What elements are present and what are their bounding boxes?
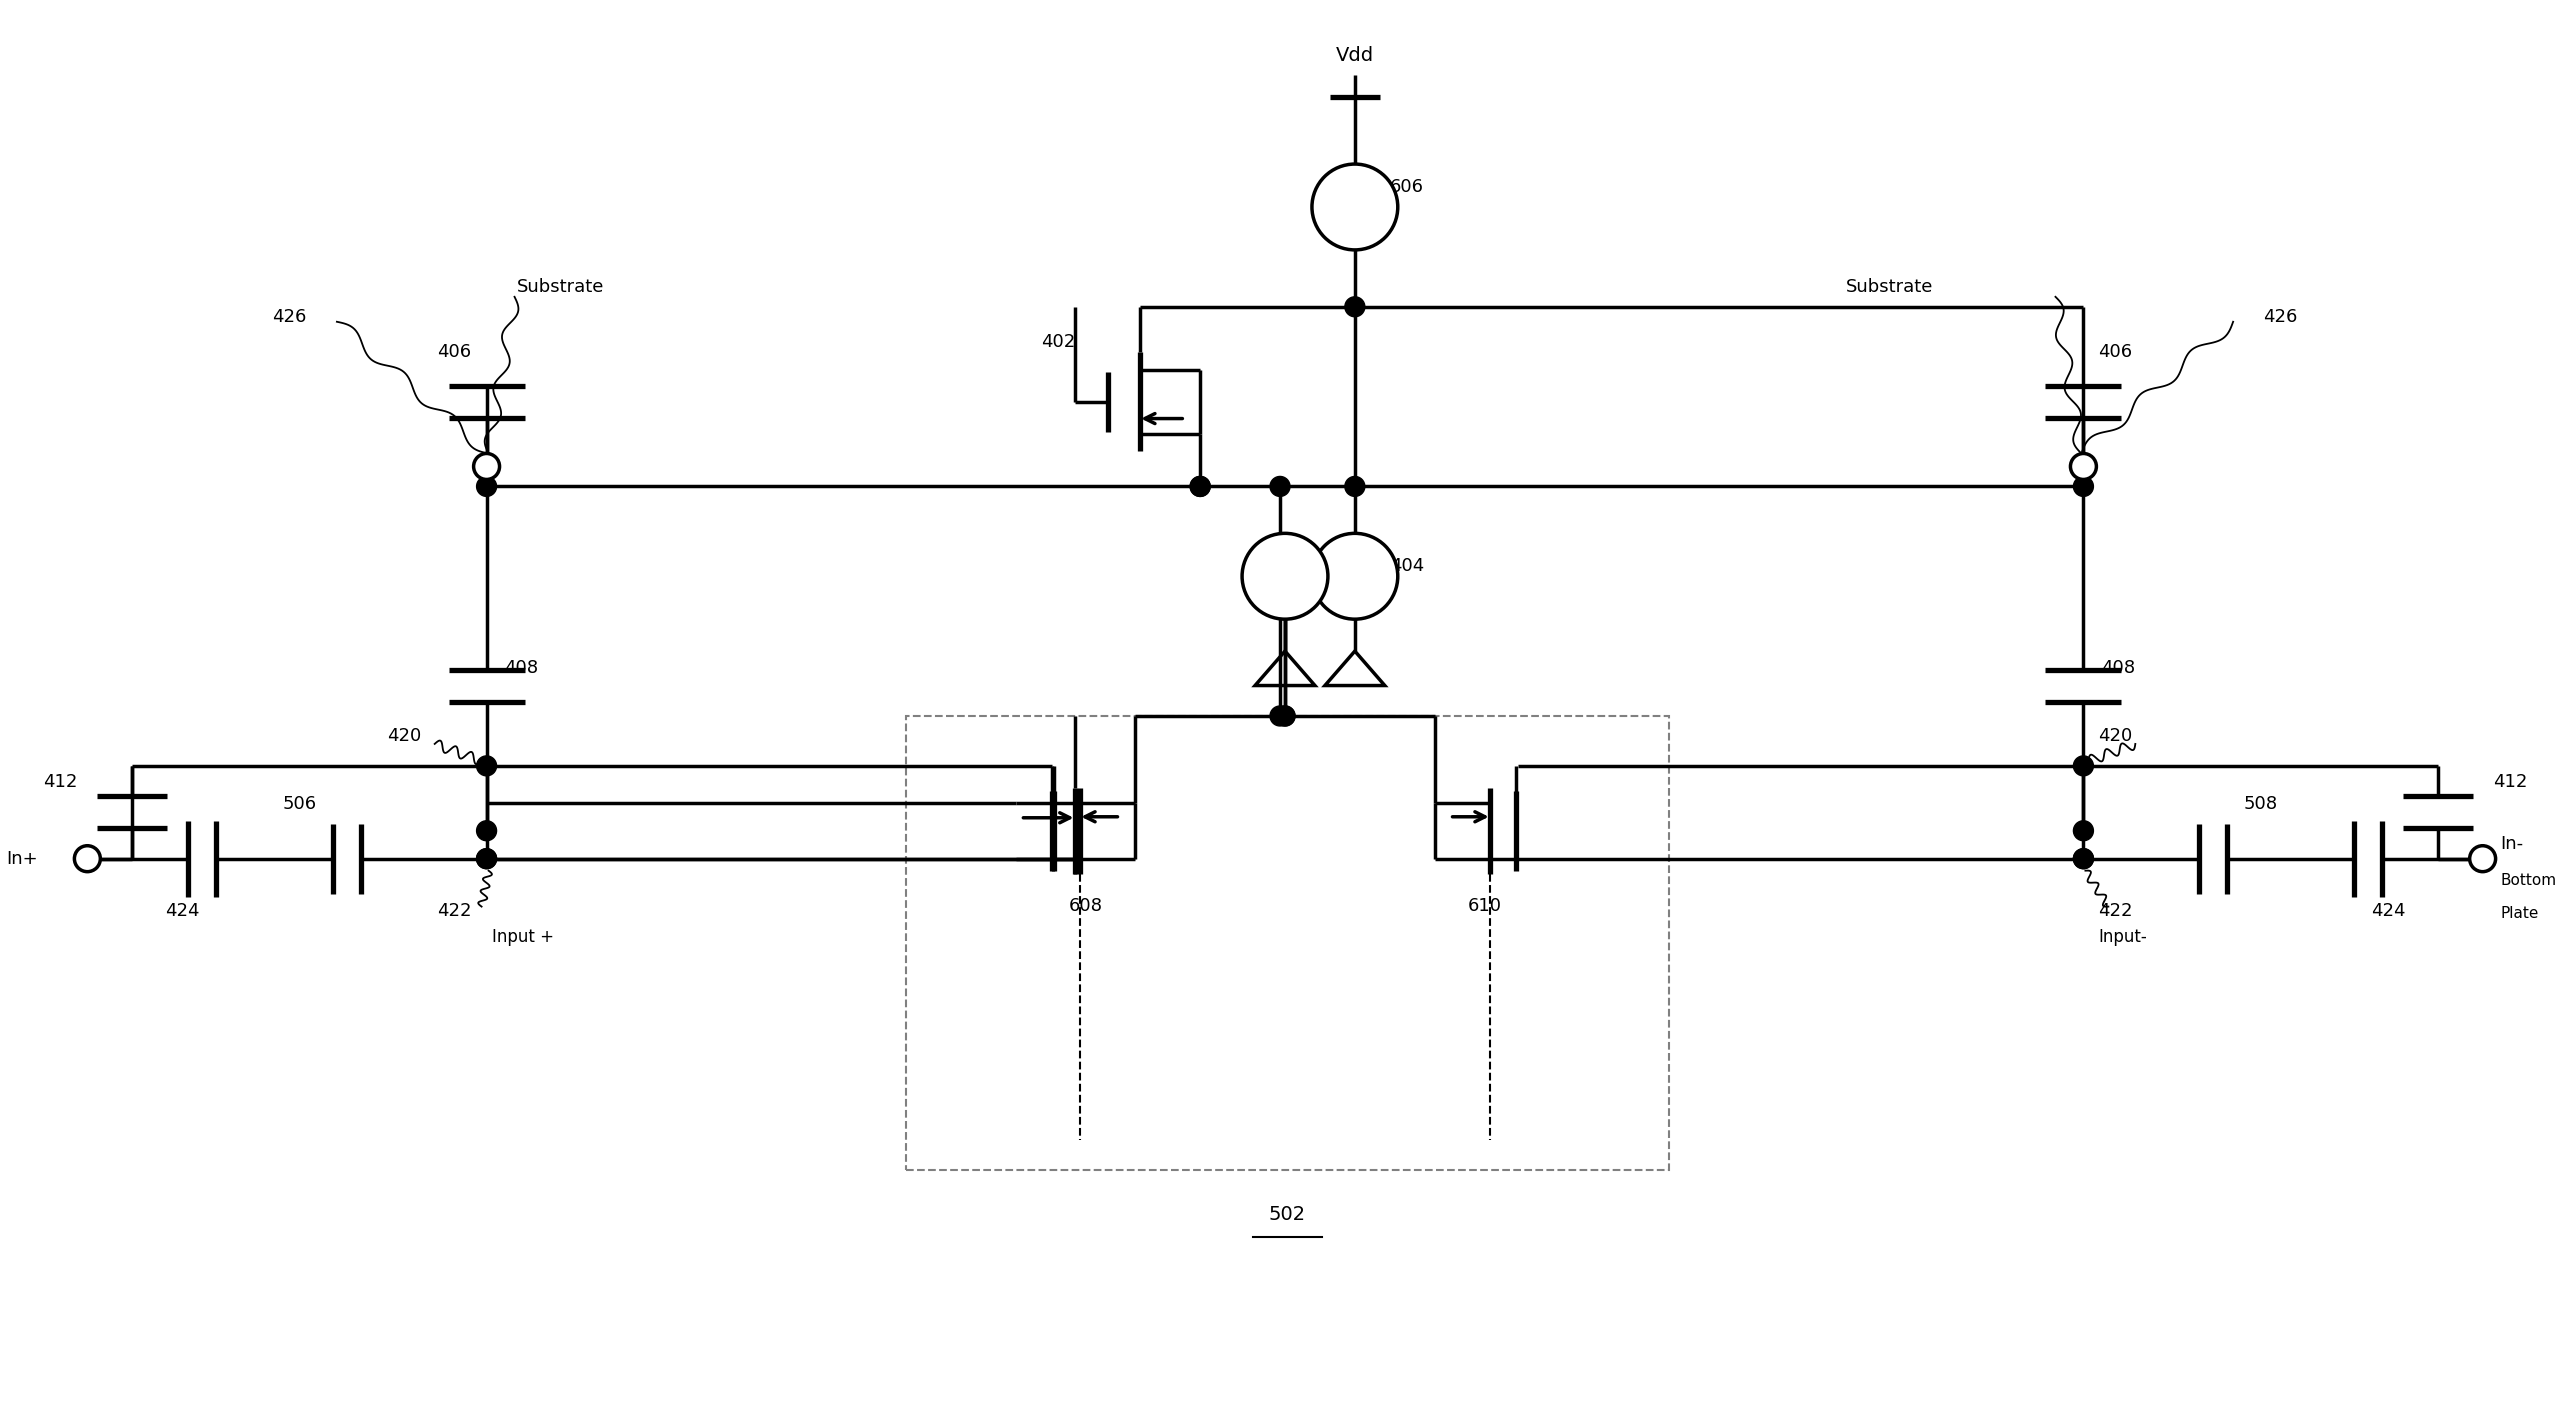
Text: 412: 412 <box>44 773 77 792</box>
Circle shape <box>1344 477 1365 496</box>
Text: Vdd: Vdd <box>1336 46 1375 65</box>
Circle shape <box>2470 846 2495 872</box>
Text: Substrate: Substrate <box>1845 278 1933 295</box>
Text: 406: 406 <box>2097 343 2133 361</box>
Circle shape <box>1241 533 1329 619</box>
Circle shape <box>475 477 496 496</box>
Circle shape <box>475 756 496 776</box>
Circle shape <box>1190 477 1210 496</box>
Text: 508: 508 <box>2244 794 2277 813</box>
Text: 424: 424 <box>164 901 200 920</box>
Circle shape <box>2074 849 2095 869</box>
Circle shape <box>1311 165 1398 250</box>
Circle shape <box>2074 477 2095 496</box>
Circle shape <box>1190 477 1210 496</box>
Circle shape <box>1311 533 1398 619</box>
Text: 426: 426 <box>2264 308 2298 326</box>
Circle shape <box>1275 706 1295 725</box>
Text: 408: 408 <box>2102 659 2136 678</box>
Circle shape <box>2074 821 2095 841</box>
Text: 610: 610 <box>1467 897 1501 914</box>
Text: 420: 420 <box>2097 727 2133 745</box>
Text: 412: 412 <box>2493 773 2526 792</box>
Text: 506: 506 <box>283 794 316 813</box>
Text: Bottom: Bottom <box>2501 873 2557 889</box>
Circle shape <box>2074 849 2095 869</box>
Text: In+: In+ <box>5 849 39 868</box>
Text: 608: 608 <box>1069 897 1103 914</box>
Text: 420: 420 <box>388 727 421 745</box>
Text: 402: 402 <box>1041 333 1074 350</box>
Text: 606: 606 <box>1390 179 1424 195</box>
Text: 422: 422 <box>437 901 473 920</box>
Text: 422: 422 <box>2097 901 2133 920</box>
Text: 406: 406 <box>437 343 473 361</box>
Text: 404: 404 <box>1329 553 1365 571</box>
Circle shape <box>2074 756 2095 776</box>
Text: Substrate: Substrate <box>517 278 604 295</box>
Circle shape <box>475 849 496 869</box>
Text: 426: 426 <box>272 308 306 326</box>
Text: 408: 408 <box>504 659 540 678</box>
Circle shape <box>475 821 496 841</box>
Text: 404: 404 <box>1390 557 1424 575</box>
Text: Input +: Input + <box>491 928 553 946</box>
Circle shape <box>473 454 499 479</box>
Text: 424: 424 <box>2370 901 2406 920</box>
Circle shape <box>1344 297 1365 316</box>
Text: 502: 502 <box>1270 1205 1306 1225</box>
Text: In-: In- <box>2501 835 2524 852</box>
Circle shape <box>2071 454 2097 479</box>
Circle shape <box>1275 706 1295 725</box>
Circle shape <box>1270 477 1290 496</box>
Circle shape <box>75 846 100 872</box>
Text: Input-: Input- <box>2097 928 2146 946</box>
Text: Plate: Plate <box>2501 905 2539 921</box>
Circle shape <box>475 849 496 869</box>
Circle shape <box>1270 706 1290 725</box>
